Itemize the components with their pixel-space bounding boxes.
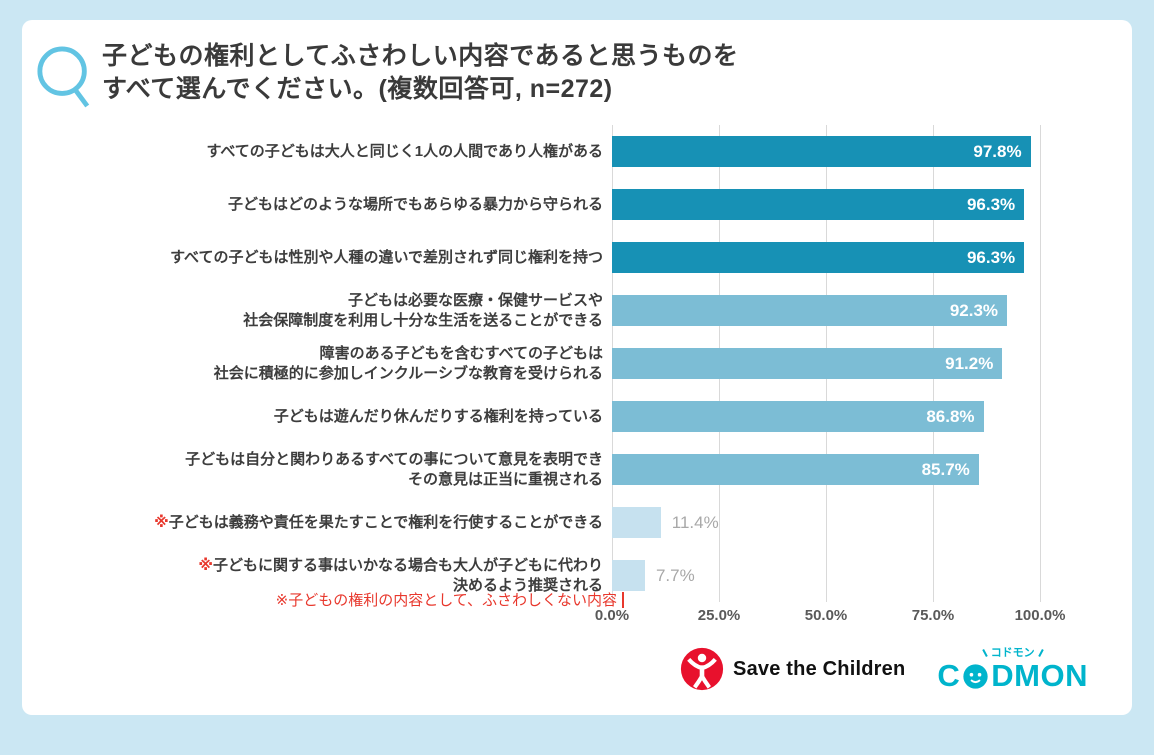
infographic-card: 子どもの権利としてふさわしい内容であると思うものを すべて選んでください。(複数… [22, 20, 1132, 715]
codmon-text-c: C [937, 657, 961, 693]
bar-label: ※子どもは義務や責任を果たすことで権利を行使することができる [154, 513, 603, 531]
codmon-wordmark: C DMON [937, 660, 1088, 691]
bar-track: 7.7% [612, 560, 1040, 591]
codmon-text-dmon: DMON [991, 657, 1088, 693]
chart-row: すべての子どもは大人と同じく1人の人間であり人権がある 97.8% [22, 125, 1132, 178]
flag-mark: ※ [154, 513, 169, 531]
bar-value: 96.3% [966, 247, 1016, 267]
bar [612, 136, 1031, 167]
bar-track: 85.7% [612, 454, 1040, 485]
bar [612, 454, 979, 485]
bar-value: 92.3% [949, 300, 999, 320]
chart-footnote: ※子どもの権利の内容として、ふさわしくない内容 [22, 589, 624, 610]
bar-value: 7.7% [655, 565, 695, 585]
footer-logos: Save the Children コドモン C DMON [680, 647, 1088, 691]
question-line-1: 子どもの権利としてふさわしい内容であると思うものを [102, 42, 739, 70]
x-axis-tick: 0.0% [594, 607, 630, 624]
x-axis-tick: 25.0% [697, 607, 741, 624]
chart-row: 障害のある子どもを含むすべての子どもは 社会に積極的に参加しインクルーシブな教育を… [22, 337, 1132, 390]
bar-track: 92.3% [612, 295, 1040, 326]
bar [612, 401, 984, 432]
bar-track: 97.8% [612, 136, 1040, 167]
bar-label: 障害のある子どもを含むすべての子どもは 社会に積極的に参加しインクルーシブな教育を… [213, 345, 603, 382]
bar-value: 96.3% [966, 194, 1016, 214]
bar [612, 507, 661, 538]
bar [612, 348, 1003, 379]
codmon-cheer-left-icon [981, 648, 988, 658]
codmon-kana: コドモン [990, 646, 1035, 659]
chart-row: ※子どもは義務や責任を果たすことで権利を行使することができる 11.4% [22, 496, 1132, 549]
gridline [1040, 125, 1041, 602]
flag-mark: ※ [198, 557, 213, 574]
question-line-2: すべて選んでください。(複数回答可, n=272) [102, 75, 613, 103]
bar [612, 242, 1025, 273]
x-axis-tick: 75.0% [911, 607, 955, 624]
x-axis-tick: 50.0% [804, 607, 848, 624]
bar [612, 189, 1025, 220]
bar-value: 85.7% [921, 459, 970, 479]
bar-track: 86.8% [612, 401, 1040, 432]
bar [612, 560, 645, 591]
codmon-cheer-right-icon [1037, 648, 1044, 658]
bar-track: 96.3% [612, 189, 1040, 220]
bar-track: 96.3% [612, 242, 1040, 273]
bar-label: すべての子どもは大人と同じく1人の人間であり人権がある [206, 142, 603, 160]
question-header: 子どもの権利としてふさわしい内容であると思うものを すべて選んでください。(複数… [22, 20, 1132, 117]
footnote-text: ※子どもの権利の内容として、ふさわしくない内容 [275, 592, 617, 609]
bar-chart: すべての子どもは大人と同じく1人の人間であり人権がある 97.8% 子どもはどのよう… [22, 125, 1132, 628]
chart-row: 子どもはどのような場所でもあらゆる暴力から守られる 96.3% [22, 178, 1132, 231]
bar-label: 子どもは必要な医療・保健サービスや 社会保障制度を利用し十分な生活を送ることができ… [243, 292, 603, 329]
bar-label: すべての子どもは性別や人種の違いで差別されず同じ権利を持つ [170, 248, 603, 266]
chart-row: ※子どもに関する事はいかなる場合も大人が子どもに代わり 決めるよう推奨される 7.7… [22, 549, 1132, 602]
bar-label: 子どもは自分と関わりあるすべての事について意見を表明でき その意見は正当に重視され… [185, 451, 603, 488]
codmon-face-icon [963, 664, 988, 689]
chart-rows: すべての子どもは大人と同じく1人の人間であり人権がある 97.8% 子どもはどのよう… [22, 125, 1132, 602]
bar-value: 91.2% [945, 353, 994, 373]
question-title: 子どもの権利としてふさわしい内容であると思うものを すべて選んでください。(複数… [102, 40, 739, 106]
bar-label: 子どもは遊んだり休んだりする権利を持っている [273, 407, 603, 425]
q-mark-icon [36, 42, 94, 117]
chart-row: 子どもは必要な医療・保健サービスや 社会保障制度を利用し十分な生活を送ることができ… [22, 284, 1132, 337]
bar [612, 295, 1008, 326]
save-the-children-text: Save the Children [733, 657, 906, 680]
footnote-tick [622, 592, 624, 608]
chart-row: 子どもは遊んだり休んだりする権利を持っている 86.8% [22, 390, 1132, 443]
chart-row: すべての子どもは性別や人種の違いで差別されず同じ権利を持つ 96.3% [22, 231, 1132, 284]
codmon-kana-row: コドモン [981, 646, 1044, 659]
x-axis-tick: 100.0% [1014, 607, 1066, 624]
x-axis: 0.0% 25.0% 50.0% 75.0% 100.0% [595, 602, 1066, 628]
bar-track: 91.2% [612, 348, 1040, 379]
chart-row: 子どもは自分と関わりあるすべての事について意見を表明でき その意見は正当に重視され… [22, 443, 1132, 496]
save-the-children-logo: Save the Children [680, 647, 905, 691]
codmon-logo: コドモン C DMON [937, 646, 1088, 691]
bar-value: 97.8% [973, 141, 1022, 161]
bar-label: 子どもはどのような場所でもあらゆる暴力から守られる [227, 195, 603, 213]
bar-value: 86.8% [926, 406, 975, 426]
bar-track: 11.4% [612, 507, 1040, 538]
bar-value: 11.4% [671, 512, 719, 532]
bar-label: ※子どもに関する事はいかなる場合も大人が子どもに代わり 決めるよう推奨される [198, 557, 603, 594]
save-the-children-icon [680, 647, 724, 691]
